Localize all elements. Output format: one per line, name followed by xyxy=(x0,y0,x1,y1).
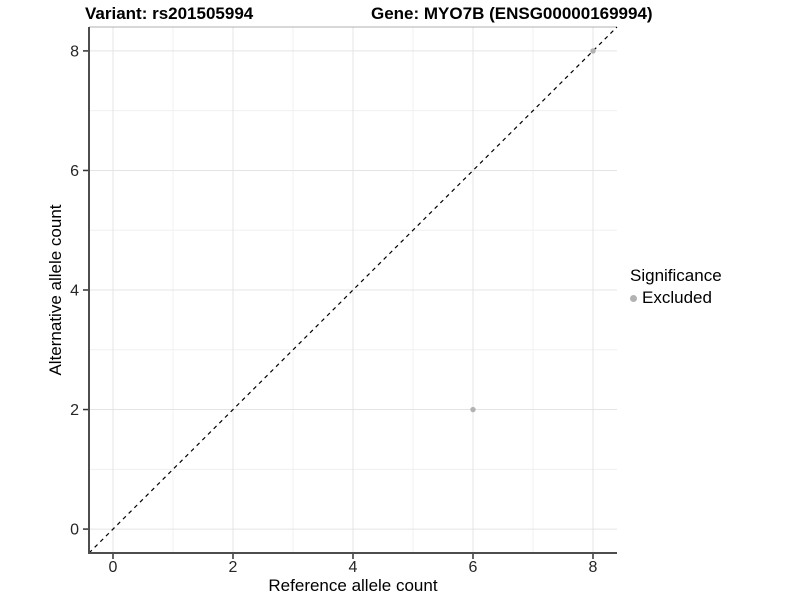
data-point xyxy=(470,406,476,413)
legend-item-excluded: Excluded xyxy=(630,288,722,308)
x-tick-label: 8 xyxy=(589,559,598,576)
y-tick-label: 2 xyxy=(70,402,79,419)
legend: Significance Excluded xyxy=(630,266,722,308)
data-point xyxy=(590,48,596,54)
x-axis-title: Reference allele count xyxy=(268,576,438,595)
y-tick-label: 4 xyxy=(70,283,79,300)
legend-item-label: Excluded xyxy=(642,288,712,307)
y-tick-label: 0 xyxy=(70,522,79,539)
legend-title: Significance xyxy=(630,266,722,285)
x-tick-label: 0 xyxy=(109,559,118,576)
y-tick-label: 6 xyxy=(70,163,79,180)
plot-title-gene: Gene: MYO7B (ENSG00000169994) xyxy=(371,4,653,23)
x-tick-label: 2 xyxy=(229,559,238,576)
plot-title-variant: Variant: rs201505994 xyxy=(85,4,254,23)
x-tick-label: 6 xyxy=(469,559,478,576)
x-tick-label: 4 xyxy=(349,559,358,576)
legend-point-icon xyxy=(630,294,637,302)
y-axis-title: Alternative allele count xyxy=(46,204,65,376)
y-tick-label: 8 xyxy=(70,43,79,60)
